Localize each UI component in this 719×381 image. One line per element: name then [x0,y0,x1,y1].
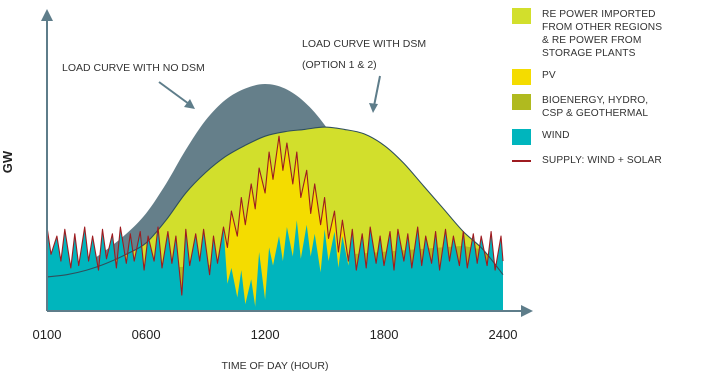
arrow-dsm-head [369,103,378,113]
area-wind [47,220,503,311]
chart-areas [47,84,503,311]
x-axis-arrow [521,305,533,317]
legend-swatch-wind [512,129,531,145]
arrow-no-dsm [158,81,190,105]
x-axis-label: TIME OF DAY (HOUR) [222,360,329,372]
legend-label-imported: RE POWER IMPORTED FROM OTHER REGIONS & R… [542,9,663,59]
legend-label-bio: BIOENERGY, HYDRO, CSP & GEOTHERMAL [542,95,649,119]
legend-item-pv: PV [512,69,717,85]
annotation-dsm-line1: LOAD CURVE WITH DSM [302,38,426,50]
x-tick-label: 2400 [489,327,518,342]
line-supply [46,135,504,296]
legend: RE POWER IMPORTED FROM OTHER REGIONS & R… [512,8,717,176]
legend-item-bio: BIOENERGY, HYDRO, CSP & GEOTHERMAL [512,94,717,120]
chart-ticks: 0100 0600 1200 1800 2400 [33,327,518,342]
x-tick-label: 1800 [370,327,399,342]
arrow-no-dsm-head [184,99,195,109]
annotation-no-dsm: LOAD CURVE WITH NO DSM [62,62,205,74]
y-axis-label: GW [0,150,15,173]
legend-swatch-imported [512,8,531,24]
legend-item-imported: RE POWER IMPORTED FROM OTHER REGIONS & R… [512,8,717,60]
arrow-dsm [373,75,381,107]
chart-lines [46,126,504,296]
legend-label-supply: SUPPLY: WIND + SOLAR [542,155,662,166]
x-tick-label: 0100 [33,327,62,342]
legend-item-supply: SUPPLY: WIND + SOLAR [512,154,717,167]
legend-swatch-supply [512,160,531,162]
legend-item-wind: WIND [512,129,717,145]
x-tick-label: 1200 [251,327,280,342]
chart-annotations [158,75,381,113]
chart-axes [41,9,533,317]
annotation-dsm-line2: (OPTION 1 & 2) [302,59,377,71]
legend-swatch-pv [512,69,531,85]
y-axis-arrow [41,9,53,21]
legend-swatch-bio [512,94,531,110]
legend-label-pv: PV [542,70,556,81]
legend-label-wind: WIND [542,130,570,141]
x-tick-label: 0600 [132,327,161,342]
